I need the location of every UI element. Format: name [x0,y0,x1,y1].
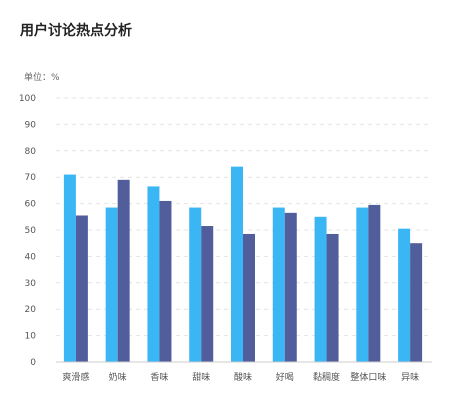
bar [63,174,76,362]
bar [105,207,118,362]
bar [243,233,255,362]
bar [231,166,243,362]
bar [326,233,339,362]
bar [189,207,202,362]
bar [368,204,381,362]
bar [201,226,214,362]
chart-title: 用户讨论热点分析 [20,23,132,39]
y-tick-label: 50 [25,226,37,236]
y-tick-label: 10 [25,332,37,342]
bar [314,216,327,362]
y-tick-label: 20 [25,305,37,315]
bar [147,186,160,362]
y-tick-label: 90 [25,120,37,130]
y-tick-label: 80 [25,147,37,157]
x-tick-label: 异味 [401,371,419,383]
x-tick-label: 爽滑感 [62,371,89,383]
x-axis: 爽滑感 奶味 香味 甜味 酸味 好喝 黏稠度 整体口味 异味 [62,371,419,383]
x-tick-label: 黏稠度 [313,371,340,383]
unit-label: 单位：% [24,71,60,83]
bar [284,212,297,362]
bar [398,228,411,362]
bar [75,215,88,362]
x-tick-label: 奶味 [109,371,127,383]
bars [63,166,423,362]
x-tick-label: 酸味 [234,371,252,383]
y-tick-label: 70 [25,173,37,183]
y-tick-label: 100 [19,94,36,104]
bar [356,207,369,362]
bar [117,179,130,362]
x-tick-label: 整体口味 [350,371,386,383]
y-axis: 0 10 20 30 40 50 60 70 80 90 100 [19,94,36,368]
x-tick-label: 好喝 [276,371,294,383]
x-tick-label: 甜味 [192,371,210,383]
y-tick-label: 60 [25,200,37,210]
x-tick-label: 香味 [150,371,168,383]
y-tick-label: 30 [25,279,37,289]
y-tick-label: 0 [30,358,36,368]
bar [272,207,285,362]
bar [410,243,423,362]
y-tick-label: 40 [25,252,37,262]
bar [159,200,172,362]
